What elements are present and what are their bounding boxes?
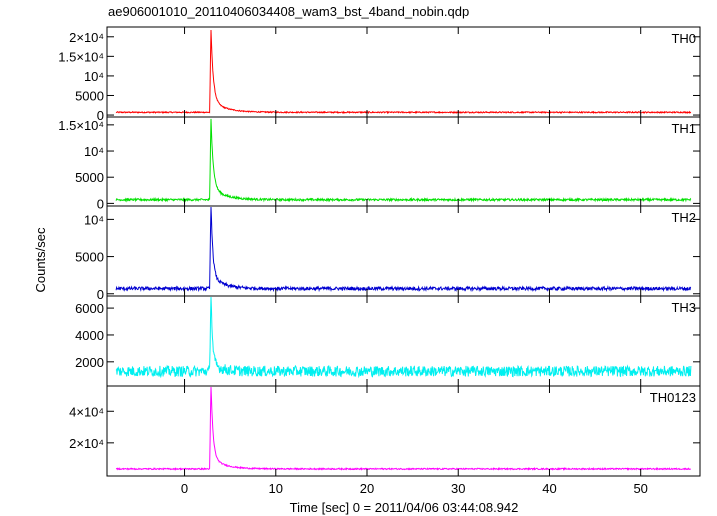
- y-tick-label-th0: 5000: [75, 88, 104, 103]
- x-axis-label: Time [sec] 0 = 2011/04/06 03:44:08.942: [290, 500, 519, 515]
- y-tick-label-th0123: 2×10⁴: [69, 436, 104, 451]
- y-tick-label-th3: 2000: [75, 355, 104, 370]
- x-tick-label: 0: [181, 481, 188, 496]
- y-tick-label-th0: 10⁴: [84, 69, 104, 84]
- panel-th0: 0 5000 10⁴ 1.5×10⁴ 2×10⁴ TH0: [58, 26, 701, 123]
- y-tick-label-th1: 1.5×10⁴: [58, 118, 104, 133]
- panel-label-th3: TH3: [671, 300, 696, 315]
- y-tick-label-th0: 1.5×10⁴: [58, 49, 104, 64]
- x-tick-label: 30: [451, 481, 465, 496]
- series-th2: [115, 206, 692, 293]
- panel-label-th1: TH1: [671, 121, 696, 136]
- x-tick-label: 40: [542, 481, 556, 496]
- y-tick-label-th2: 0: [97, 287, 104, 302]
- series-th0: [115, 29, 692, 115]
- series-th0123: [115, 386, 691, 471]
- y-tick-label-th0: 0: [97, 108, 104, 123]
- x-tick-label: 50: [633, 481, 647, 496]
- panel-th3: 2000 4000 6000 TH3: [75, 295, 701, 387]
- y-tick-label-th0: 2×10⁴: [69, 30, 104, 45]
- series-th1: [115, 118, 692, 203]
- panel-frame-th1: [106, 116, 701, 207]
- panel-label-th0123: TH0123: [650, 390, 696, 405]
- y-tick-label-th1: 10⁴: [84, 144, 104, 159]
- y-tick-label-th2: 10⁴: [84, 212, 104, 227]
- y-tick-label-th3: 6000: [75, 301, 104, 316]
- x-tick-label: 20: [360, 481, 374, 496]
- series-th3: [115, 296, 692, 379]
- y-tick-label-th2: 5000: [75, 250, 104, 265]
- panel-frame-th0123: [106, 385, 701, 477]
- panel-th1: 0 5000 10⁴ 1.5×10⁴ TH1: [58, 116, 701, 211]
- panel-frame-th2: [106, 205, 701, 297]
- panel-label-th0: TH0: [671, 31, 696, 46]
- panel-frame-th0: [106, 26, 701, 118]
- panel-th0123: 2×10⁴ 4×10⁴ TH0123: [69, 385, 701, 477]
- panel-label-th2: TH2: [671, 210, 696, 225]
- panel-th2: 0 5000 10⁴ TH2: [75, 205, 701, 302]
- y-axis-label: Counts/sec: [33, 227, 48, 293]
- y-tick-label-th3: 4000: [75, 328, 104, 343]
- chart-title: ae906001010_20110406034408_wam3_bst_4ban…: [108, 4, 469, 19]
- y-tick-label-th1: 0: [97, 196, 104, 211]
- y-tick-label-th1: 5000: [75, 170, 104, 185]
- x-tick-label: 10: [269, 481, 283, 496]
- y-tick-label-th0123: 4×10⁴: [69, 404, 104, 419]
